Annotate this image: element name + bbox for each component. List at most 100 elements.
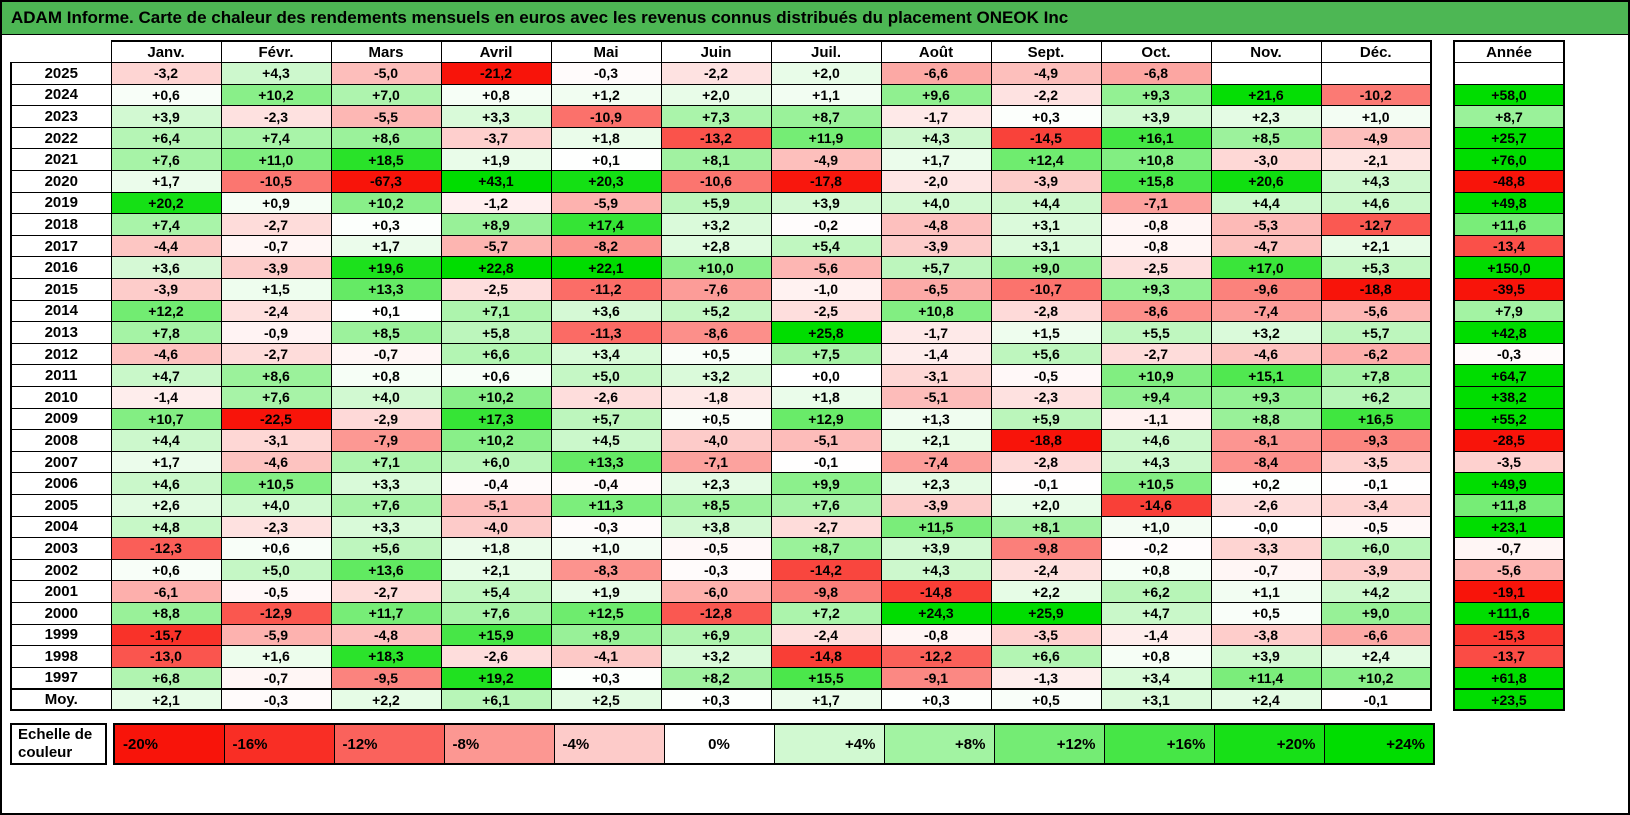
heatmap-cell: +11,5 bbox=[880, 515, 992, 539]
heatmap-cell: +17,4 bbox=[550, 213, 662, 236]
heatmap-cell: +2,2 bbox=[990, 580, 1102, 603]
average-cell: +0,3 bbox=[660, 687, 772, 712]
heatmap-cell: -5,3 bbox=[1210, 213, 1322, 236]
heatmap-cell: -9,3 bbox=[1320, 429, 1432, 452]
heatmap-cell: -8,6 bbox=[1100, 299, 1212, 323]
heatmap-cell: +10,2 bbox=[220, 83, 332, 107]
heatmap-cell: +4,5 bbox=[550, 429, 662, 452]
heatmap-cell: +22,1 bbox=[550, 256, 662, 280]
color-scale-stop: -12% bbox=[333, 723, 445, 765]
heatmap-cell: +9,9 bbox=[770, 472, 882, 495]
year-label: 1998 bbox=[10, 645, 112, 668]
heatmap-cell: +9,6 bbox=[880, 83, 992, 107]
heatmap-cell: +1,0 bbox=[1100, 515, 1212, 539]
heatmap-cell: +2,0 bbox=[990, 493, 1102, 517]
corner-cell bbox=[11, 41, 111, 63]
heatmap-cell: -12,9 bbox=[220, 601, 332, 625]
heatmap-cell: +16,5 bbox=[1320, 407, 1432, 431]
year-label: 2021 bbox=[10, 148, 112, 172]
heatmap-cell: +5,7 bbox=[880, 256, 992, 280]
year-label: 2019 bbox=[10, 191, 112, 215]
color-scale-stop: -20% bbox=[113, 723, 225, 765]
heatmap-cell: +5,7 bbox=[1320, 321, 1432, 344]
average-cell: -0,3 bbox=[220, 687, 332, 712]
heatmap-cell: -2,4 bbox=[220, 299, 332, 323]
year-row: 2018 +7,4 -2,7 +0,3 +8,9 +17,4 +3,2 -0,2 -4,8 +3,… bbox=[10, 213, 1432, 236]
heatmap-cell: -2,6 bbox=[1210, 493, 1322, 517]
heatmap-cell: -4,6 bbox=[1210, 342, 1322, 366]
heatmap-cell: -5,6 bbox=[1320, 299, 1432, 323]
year-row: 2005 +2,6 +4,0 +7,6 -5,1 +11,3 +8,5 +7,6 -3,9 +2,… bbox=[10, 493, 1432, 517]
heatmap-cell: +5,6 bbox=[330, 537, 442, 560]
annual-cell: -0,3 bbox=[1453, 342, 1565, 366]
heatmap-cell: -1,4 bbox=[1100, 623, 1212, 647]
heatmap-cell: +1,8 bbox=[770, 386, 882, 409]
annual-row: -28,5 bbox=[1453, 429, 1565, 452]
month-header: Sept. bbox=[990, 40, 1102, 64]
heatmap-cell: +12,5 bbox=[550, 601, 662, 625]
heatmap-cell: +3,6 bbox=[110, 256, 222, 280]
annual-cell: +8,7 bbox=[1453, 105, 1565, 128]
heatmap-cell bbox=[1320, 62, 1432, 85]
heatmap-cell: +2,1 bbox=[1320, 234, 1432, 258]
average-cell: +2,2 bbox=[330, 687, 442, 712]
heatmap-cell: +3,1 bbox=[990, 234, 1102, 258]
heatmap-cell: +4,2 bbox=[1320, 580, 1432, 603]
heatmap-cell: +8,1 bbox=[990, 515, 1102, 539]
heatmap-cell: +25,8 bbox=[770, 321, 882, 344]
annual-cell: -15,3 bbox=[1453, 623, 1565, 647]
heatmap-cell: +7,6 bbox=[110, 148, 222, 172]
heatmap-cell: -5,1 bbox=[440, 493, 552, 517]
color-scale-stop: +24% bbox=[1323, 723, 1435, 765]
annual-cell: +64,7 bbox=[1453, 364, 1565, 387]
heatmap-cell: +5,9 bbox=[660, 191, 772, 215]
annual-row: +23,1 bbox=[1453, 515, 1565, 539]
heatmap-cell: -15,7 bbox=[110, 623, 222, 647]
heatmap-cell: +10,0 bbox=[660, 256, 772, 280]
heatmap-cell: -13,0 bbox=[110, 645, 222, 668]
heatmap-cell: +19,6 bbox=[330, 256, 442, 280]
heatmap-cell: +9,0 bbox=[1320, 601, 1432, 625]
heatmap-cell: +2,0 bbox=[770, 62, 882, 85]
heatmap-cell: -0,2 bbox=[770, 213, 882, 236]
heatmap-cell: -9,8 bbox=[990, 537, 1102, 560]
year-row: 2010 -1,4 +7,6 +4,0 +10,2 -2,6 -1,8 +1,8 -5,1 -2,… bbox=[10, 386, 1432, 409]
heatmap-cell: +4,3 bbox=[880, 558, 992, 582]
heatmap-cell: +6,9 bbox=[660, 623, 772, 647]
heatmap-cell: +4,4 bbox=[1210, 191, 1322, 215]
month-header: Avril bbox=[440, 40, 552, 64]
heatmap-cell: -6,6 bbox=[880, 62, 992, 85]
year-label: 2000 bbox=[10, 601, 112, 625]
year-row: 2008 +4,4 -3,1 -7,9 +10,2 +4,5 -4,0 -5,1 +2,1 -18… bbox=[10, 429, 1432, 452]
heatmap-cell: -2,3 bbox=[220, 105, 332, 128]
average-row: Moy. +2,1 -0,3 +2,2 +6,1 +2,5 +0,3 +1,7 +0,3 +0,5… bbox=[10, 687, 1432, 712]
heatmap-cell: +17,3 bbox=[440, 407, 552, 431]
color-scale-stop: +16% bbox=[1103, 723, 1215, 765]
annual-cell: +23,1 bbox=[1453, 515, 1565, 539]
heatmap-cell: +3,9 bbox=[1210, 645, 1322, 668]
heatmap-cell: -10,9 bbox=[550, 105, 662, 128]
heatmap-cell: +8,8 bbox=[1210, 407, 1322, 431]
heatmap-cell: -12,7 bbox=[1320, 213, 1432, 236]
heatmap-cell: -0,1 bbox=[1320, 472, 1432, 495]
heatmap-cell: -0,8 bbox=[1100, 234, 1212, 258]
heatmap-cell: -0,7 bbox=[220, 666, 332, 690]
heatmap-cell: +4,4 bbox=[990, 191, 1102, 215]
annual-row: +58,0 bbox=[1453, 83, 1565, 107]
year-row: 2017 -4,4 -0,7 +1,7 -5,7 -8,2 +2,8 +5,4 -3,9 +3,1… bbox=[10, 234, 1432, 258]
year-row: 2015 -3,9 +1,5 +13,3 -2,5 -11,2 -7,6 -1,0 -6,5 -1… bbox=[10, 278, 1432, 301]
heatmap-cell: -7,4 bbox=[880, 450, 992, 474]
annual-row: +38,2 bbox=[1453, 386, 1565, 409]
annual-cell: +25,7 bbox=[1453, 126, 1565, 150]
heatmap-cell: -5,5 bbox=[330, 105, 442, 128]
heatmap-cell: +4,6 bbox=[110, 472, 222, 495]
heatmap-cell: +2,1 bbox=[880, 429, 992, 452]
heatmap-cell: -4,7 bbox=[1210, 234, 1322, 258]
heatmap-cell: -4,8 bbox=[880, 213, 992, 236]
heatmap-cell: +9,3 bbox=[1210, 386, 1322, 409]
year-label: 2017 bbox=[10, 234, 112, 258]
heatmap-cell: +11,4 bbox=[1210, 666, 1322, 690]
heatmap-cell: -7,9 bbox=[330, 429, 442, 452]
heatmap-cell: +11,0 bbox=[220, 148, 332, 172]
